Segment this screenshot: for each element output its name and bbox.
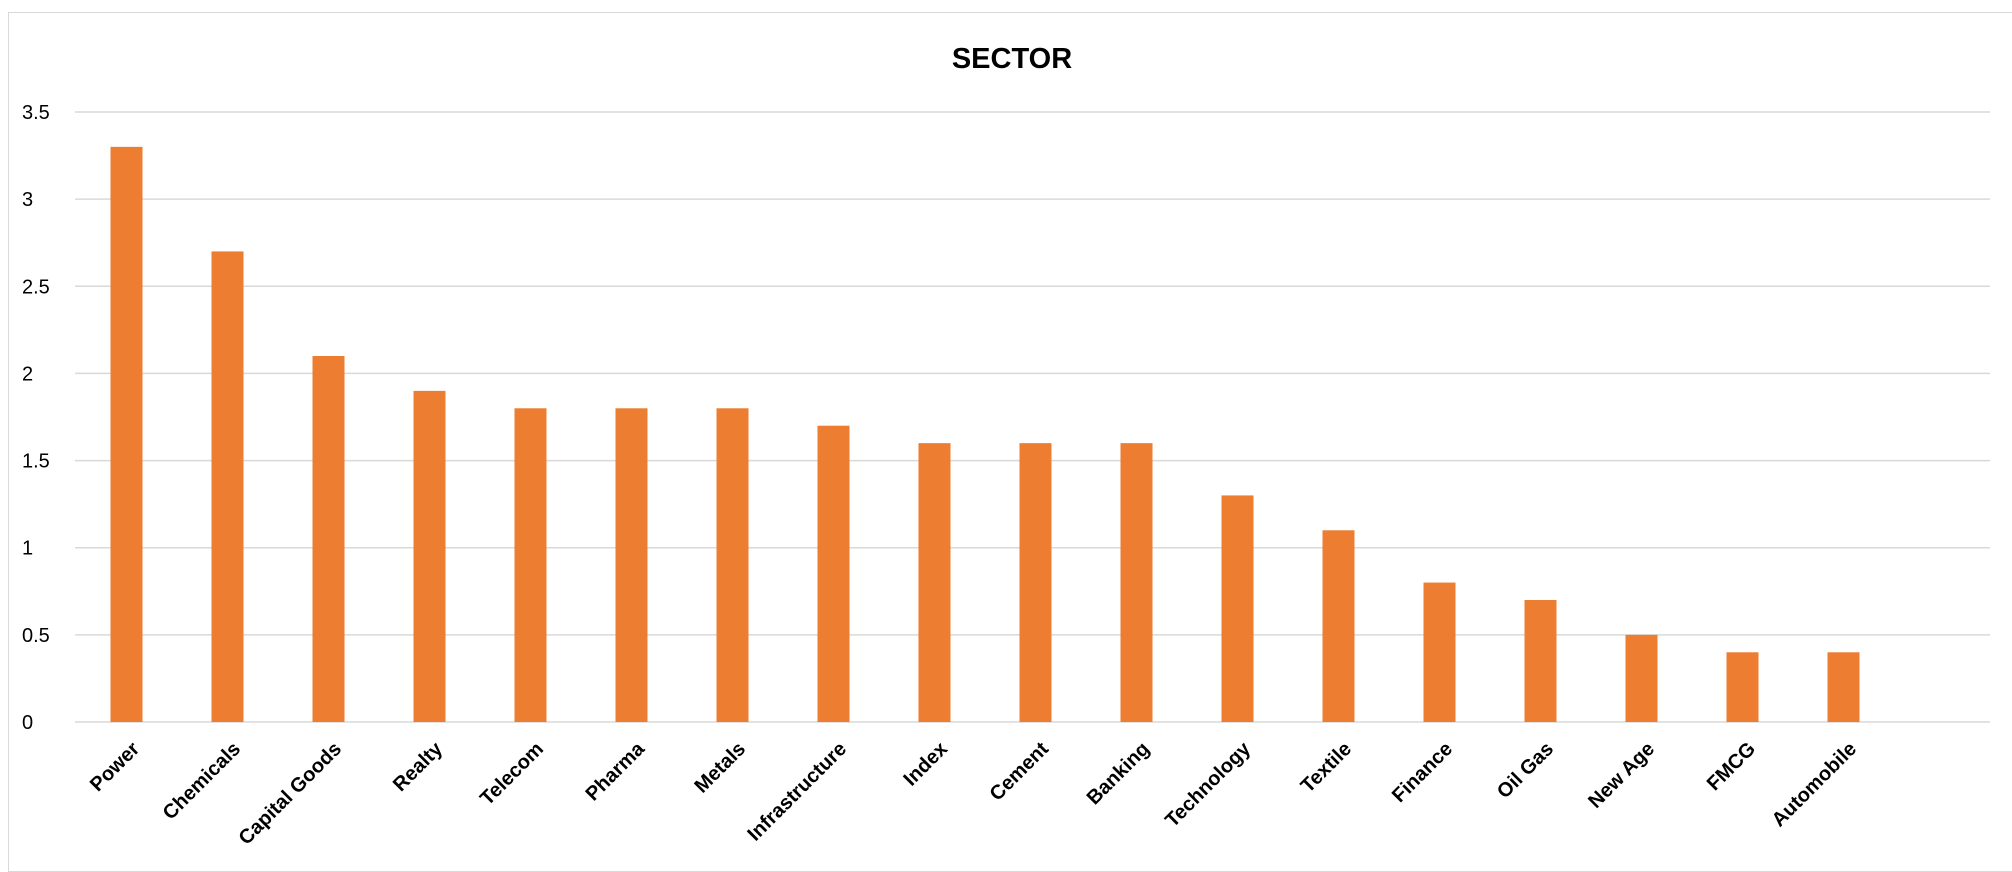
bar-chemicals bbox=[211, 251, 244, 722]
bar-telecom bbox=[514, 408, 547, 722]
x-tick-label: Index bbox=[900, 738, 953, 791]
bar-infrastructure bbox=[817, 425, 850, 722]
x-tick-label: Telecom bbox=[476, 738, 548, 810]
bar-power bbox=[110, 146, 143, 722]
bar-capital-goods bbox=[312, 356, 345, 722]
x-tick-label: New Age bbox=[1584, 738, 1659, 813]
x-tick-label: Textile bbox=[1297, 738, 1356, 797]
x-tick-label: Technology bbox=[1161, 737, 1255, 831]
x-tick-label: Metals bbox=[690, 738, 750, 798]
x-tick-label: Automobile bbox=[1768, 738, 1861, 831]
x-tick-label: Infrastructure bbox=[744, 738, 852, 846]
bar-finance bbox=[1423, 582, 1456, 722]
x-tick-label: Realty bbox=[389, 737, 448, 796]
bar-fmcg bbox=[1726, 652, 1759, 722]
y-tick-label: 0.5 bbox=[22, 625, 50, 647]
bar-metals bbox=[716, 408, 749, 722]
y-axis-ticks: 0 0.5 1 1.5 2 2.5 3 3.5 bbox=[22, 102, 50, 734]
bar-automobile bbox=[1827, 652, 1860, 722]
x-tick-label: Oil Gas bbox=[1493, 738, 1558, 803]
y-tick-label: 1.5 bbox=[22, 451, 50, 473]
x-tick-label: Chemicals bbox=[159, 738, 245, 824]
x-tick-label: Capital Goods bbox=[235, 738, 346, 849]
bar-pharma bbox=[615, 408, 648, 722]
y-tick-label: 3 bbox=[22, 189, 33, 211]
y-tick-label: 2.5 bbox=[22, 276, 50, 298]
y-tick-label: 1 bbox=[22, 538, 33, 560]
bar-oil-gas bbox=[1524, 600, 1557, 722]
bar-cement bbox=[1019, 443, 1052, 722]
bar-new-age bbox=[1625, 634, 1658, 722]
bar-technology bbox=[1221, 495, 1254, 722]
x-tick-label: Finance bbox=[1388, 738, 1457, 807]
bar-textile bbox=[1322, 530, 1355, 722]
y-tick-label: 0 bbox=[22, 712, 33, 734]
x-tick-label: Power bbox=[86, 738, 144, 796]
y-tick-label: 3.5 bbox=[22, 102, 50, 124]
bar-realty bbox=[413, 390, 446, 722]
bar-index bbox=[918, 443, 951, 722]
x-tick-label: Banking bbox=[1083, 738, 1154, 809]
y-tick-label: 2 bbox=[22, 363, 33, 385]
bar-banking bbox=[1120, 443, 1153, 722]
x-tick-label: Cement bbox=[986, 738, 1054, 806]
x-tick-label: FMCG bbox=[1703, 738, 1760, 795]
bars bbox=[110, 146, 1860, 722]
chart-title: SECTOR bbox=[952, 43, 1072, 75]
x-tick-label: Pharma bbox=[582, 737, 650, 805]
